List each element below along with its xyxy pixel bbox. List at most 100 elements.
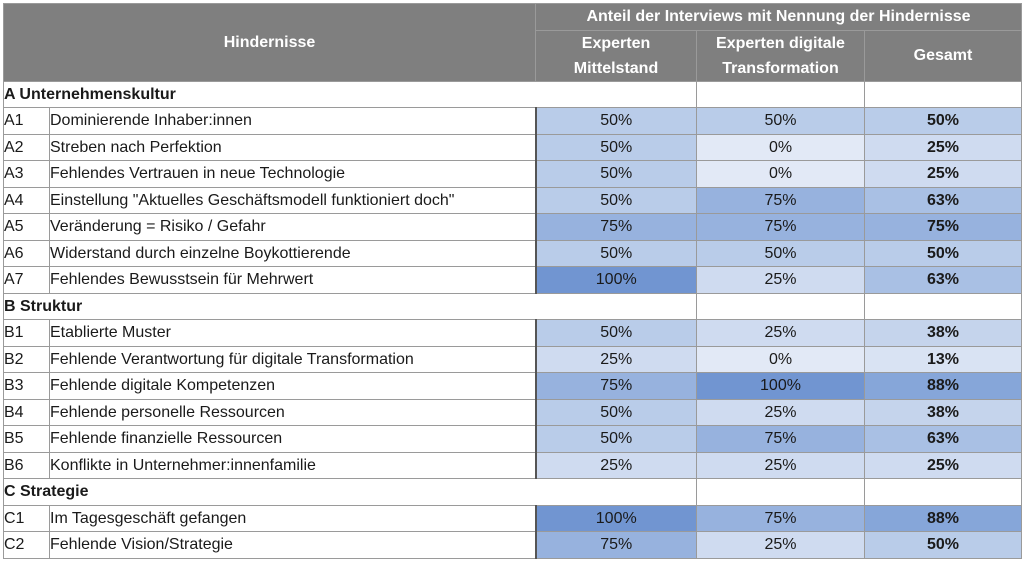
row-code: B5: [3, 425, 50, 453]
value-gesamt: 25%: [864, 133, 1022, 161]
table-row: A6 Widerstand durch einzelne Boykottieren…: [3, 239, 1022, 267]
header-col-mittelstand: Experten Mittelstand: [535, 29, 697, 82]
value-gesamt: 13%: [864, 345, 1022, 373]
group-header-row: A Unternehmenskultur: [3, 80, 1022, 108]
value-mittelstand: 75%: [535, 372, 697, 400]
value-digital: 0%: [696, 345, 865, 373]
row-label: Im Tagesgeschäft gefangen: [49, 504, 537, 532]
value-digital: 0%: [696, 133, 865, 161]
row-label: Konflikte in Unternehmer:innenfamilie: [49, 451, 537, 479]
value-mittelstand: 75%: [535, 531, 697, 559]
value-gesamt: 50%: [864, 531, 1022, 559]
row-code: B2: [3, 345, 50, 373]
value-gesamt: 63%: [864, 266, 1022, 294]
group-empty-cell: [864, 478, 1022, 506]
value-mittelstand: 50%: [535, 133, 697, 161]
value-mittelstand: 50%: [535, 398, 697, 426]
value-mittelstand: 75%: [535, 213, 697, 241]
row-label: Etablierte Muster: [49, 319, 537, 347]
row-label: Fehlende digitale Kompetenzen: [49, 372, 537, 400]
table-row: B5 Fehlende finanzielle Ressourcen 50% 75% 6…: [3, 425, 1022, 453]
header-anteil: Anteil der Interviews mit Nennung der Hi…: [535, 3, 1022, 31]
value-digital: 50%: [696, 239, 865, 267]
value-digital: 75%: [696, 425, 865, 453]
row-code: A3: [3, 160, 50, 188]
group-empty-cell: [696, 80, 865, 108]
table-row: B1 Etablierte Muster 50% 25% 38%: [3, 319, 1022, 347]
value-gesamt: 63%: [864, 186, 1022, 214]
row-label: Fehlende Verantwortung für digitale Tran…: [49, 345, 537, 373]
table-row: A3 Fehlendes Vertrauen in neue Technologi…: [3, 160, 1022, 188]
group-empty-cell: [696, 292, 865, 320]
group-empty-cell: [696, 478, 865, 506]
table-row: C1 Im Tagesgeschäft gefangen 100% 75% 88%: [3, 504, 1022, 532]
header-col-gesamt: Gesamt: [864, 29, 1022, 82]
row-code: A2: [3, 133, 50, 161]
value-gesamt: 88%: [864, 372, 1022, 400]
header-col-digital-line1: Experten digitale: [716, 34, 845, 52]
value-mittelstand: 25%: [535, 451, 697, 479]
value-digital: 75%: [696, 213, 865, 241]
group-title: C Strategie: [3, 478, 697, 506]
header-hindernisse: Hindernisse: [3, 3, 536, 82]
value-mittelstand: 25%: [535, 345, 697, 373]
value-mittelstand: 50%: [535, 160, 697, 188]
value-mittelstand: 50%: [535, 319, 697, 347]
value-digital: 25%: [696, 398, 865, 426]
value-digital: 25%: [696, 319, 865, 347]
value-gesamt: 88%: [864, 504, 1022, 532]
value-digital: 75%: [696, 504, 865, 532]
header-col-digital-line2: Transformation: [722, 59, 839, 77]
row-label: Fehlende personelle Ressourcen: [49, 398, 537, 426]
group-header-row: B Struktur: [3, 292, 1022, 320]
group-empty-cell: [864, 80, 1022, 108]
row-code: A5: [3, 213, 50, 241]
row-label: Dominierende Inhaber:innen: [49, 107, 537, 135]
value-digital: 100%: [696, 372, 865, 400]
row-code: B3: [3, 372, 50, 400]
value-mittelstand: 100%: [535, 504, 697, 532]
table-row: A7 Fehlendes Bewusstsein für Mehrwert 100%…: [3, 266, 1022, 294]
table-header: Hindernisse Anteil der Interviews mit Ne…: [3, 3, 1022, 82]
value-gesamt: 75%: [864, 213, 1022, 241]
value-mittelstand: 50%: [535, 107, 697, 135]
value-digital: 50%: [696, 107, 865, 135]
table-row: B2 Fehlende Verantwortung für digitale Tr…: [3, 345, 1022, 373]
table-body: A Unternehmenskultur A1 Dominierende Inhab…: [3, 80, 1022, 559]
row-code: B6: [3, 451, 50, 479]
row-code: B1: [3, 319, 50, 347]
header-col-mittelstand-line2: Mittelstand: [573, 59, 659, 77]
value-gesamt: 25%: [864, 160, 1022, 188]
table-row: A2 Streben nach Perfektion 50% 0% 25%: [3, 133, 1022, 161]
row-code: C1: [3, 504, 50, 532]
value-mittelstand: 50%: [535, 425, 697, 453]
value-digital: 25%: [696, 266, 865, 294]
header-col-mittelstand-line1: Experten: [581, 34, 651, 52]
row-label: Streben nach Perfektion: [49, 133, 537, 161]
value-mittelstand: 100%: [535, 266, 697, 294]
row-code: B4: [3, 398, 50, 426]
header-col-digital: Experten digitale Transformation: [696, 29, 865, 82]
row-code: A7: [3, 266, 50, 294]
group-title: B Struktur: [3, 292, 697, 320]
value-digital: 25%: [696, 531, 865, 559]
row-code: C2: [3, 531, 50, 559]
value-gesamt: 50%: [864, 107, 1022, 135]
row-label: Widerstand durch einzelne Boykottierende: [49, 239, 537, 267]
group-empty-cell: [864, 292, 1022, 320]
value-digital: 25%: [696, 451, 865, 479]
value-gesamt: 50%: [864, 239, 1022, 267]
group-header-row: C Strategie: [3, 478, 1022, 506]
value-gesamt: 38%: [864, 319, 1022, 347]
obstacles-table: Hindernisse Anteil der Interviews mit Ne…: [3, 3, 1022, 559]
table-row: C2 Fehlende Vision/Strategie 75% 25% 50%: [3, 531, 1022, 559]
row-label: Fehlendes Vertrauen in neue Technologie: [49, 160, 537, 188]
table-row: A4 Einstellung "Aktuelles Geschäftsmodell…: [3, 186, 1022, 214]
row-label: Fehlende Vision/Strategie: [49, 531, 537, 559]
row-label: Veränderung = Risiko / Gefahr: [49, 213, 537, 241]
value-gesamt: 38%: [864, 398, 1022, 426]
row-label: Fehlende finanzielle Ressourcen: [49, 425, 537, 453]
row-label: Einstellung "Aktuelles Geschäftsmodell f…: [49, 186, 537, 214]
table-row: B4 Fehlende personelle Ressourcen 50% 25% 38…: [3, 398, 1022, 426]
value-gesamt: 63%: [864, 425, 1022, 453]
